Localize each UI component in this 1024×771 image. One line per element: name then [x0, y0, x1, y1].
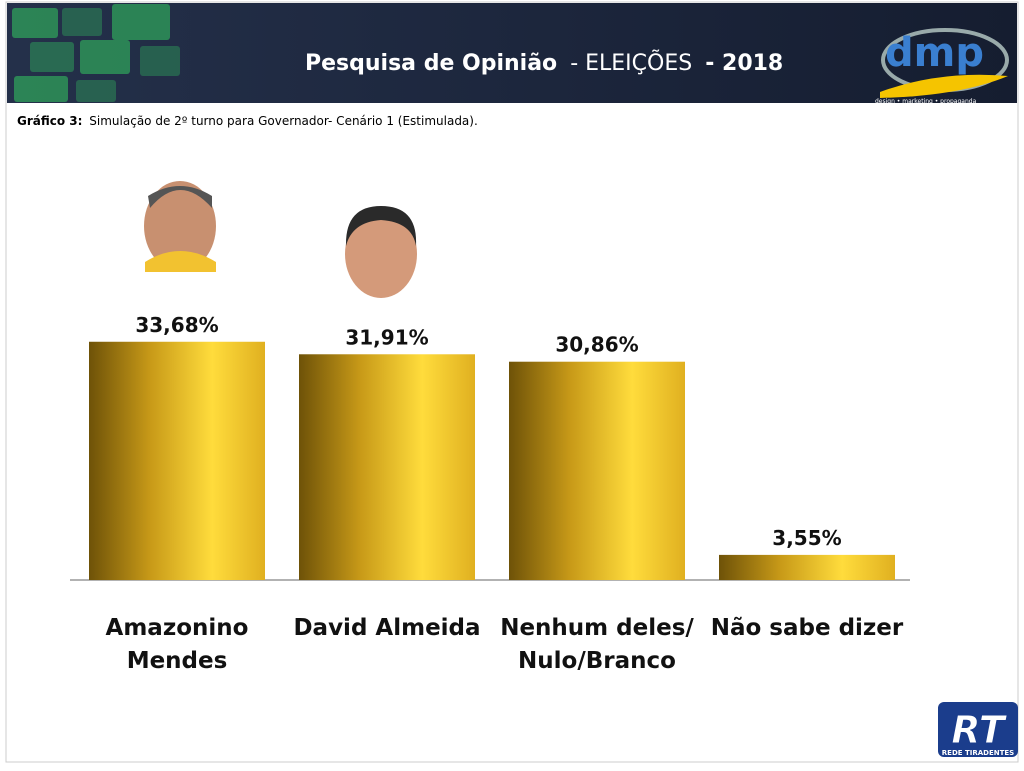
- category-label: Nenhum deles/: [500, 615, 694, 641]
- bar: [719, 554, 895, 580]
- subtitle: Gráfico 3: Simulação de 2º turno para Go…: [17, 114, 478, 128]
- bar: [299, 354, 475, 580]
- value-label: 33,68%: [135, 313, 218, 337]
- rt-logo: RT REDE TIRADENTES: [938, 702, 1018, 757]
- category-label: Não sabe dizer: [711, 615, 904, 641]
- category-label: Nulo/Branco: [518, 648, 676, 674]
- header-title-part: - 2018: [705, 51, 783, 76]
- bar: [509, 361, 685, 580]
- category-label: David Almeida: [293, 615, 480, 641]
- value-label: 30,86%: [555, 333, 638, 357]
- value-label: 31,91%: [345, 325, 428, 349]
- logo-tagline: design • marketing • propaganda: [875, 98, 977, 105]
- candidate-photo: [144, 181, 216, 272]
- header-title-part: Pesquisa de Opinião: [305, 51, 557, 76]
- header-band: [7, 3, 1017, 103]
- logo-text: RT: [951, 708, 1008, 752]
- category-label: Mendes: [127, 648, 228, 674]
- bar: [89, 341, 265, 580]
- header-title: Pesquisa de Opinião - ELEIÇÕES - 2018: [305, 49, 783, 76]
- logo-name: REDE TIRADENTES: [942, 749, 1014, 757]
- candidate-photo: [345, 206, 417, 298]
- header-title-part: - ELEIÇÕES: [570, 49, 692, 76]
- category-label: Amazonino: [106, 615, 249, 641]
- value-label: 3,55%: [772, 526, 841, 550]
- dmp-logo: dmp design • marketing • propaganda: [875, 28, 1009, 105]
- logo-text: dmp: [885, 30, 984, 76]
- subtitle-part: Gráfico 3:: [17, 114, 82, 128]
- header-decoration: [12, 4, 180, 102]
- subtitle-part: Simulação de 2º turno para Governador- C…: [89, 114, 478, 128]
